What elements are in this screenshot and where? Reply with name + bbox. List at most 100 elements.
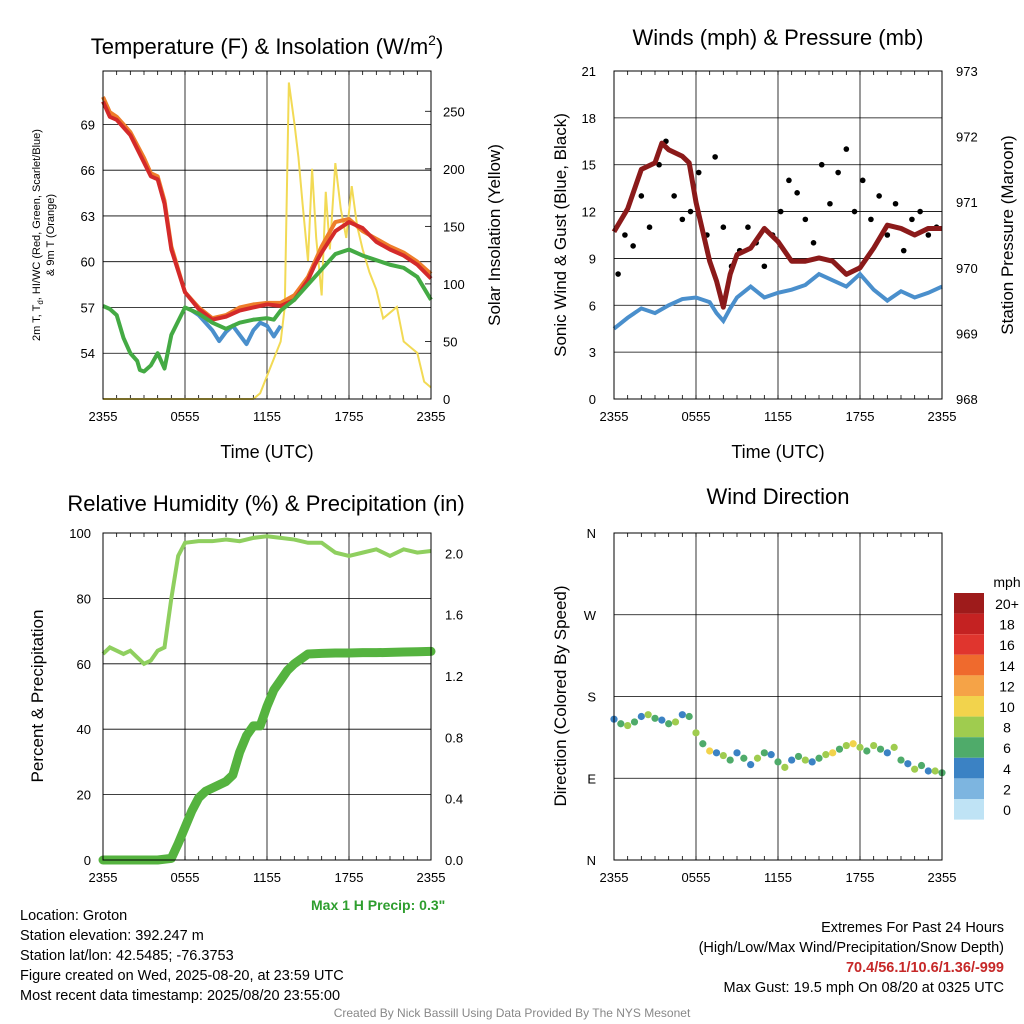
winds-panel: Winds (mph) & Pressure (mb) Time (UTC) S… xyxy=(551,25,1017,462)
y2-tick-label: 0.8 xyxy=(445,730,463,745)
x-tick-label: 2355 xyxy=(89,870,118,885)
x-tick-label: 1155 xyxy=(764,870,792,885)
y2-tick-label: 0.4 xyxy=(445,792,463,807)
gust-point xyxy=(827,200,833,207)
y2-tick-label: 972 xyxy=(956,130,978,145)
direction-point xyxy=(815,754,823,762)
y-tick-label: 60 xyxy=(81,255,95,270)
humidity-panel: Relative Humidity (%) & Precipitation (i… xyxy=(28,491,465,885)
y2-tick-label: 971 xyxy=(956,195,978,210)
colorbar-label: 0 xyxy=(1003,802,1011,818)
y-tick-label: N xyxy=(587,853,596,868)
x-tick-label: 1755 xyxy=(335,409,364,424)
gust-point xyxy=(884,232,891,238)
y2-tick-label: 250 xyxy=(443,104,465,119)
gust-point xyxy=(712,154,718,160)
gust-point xyxy=(868,216,874,223)
precip-line xyxy=(98,646,436,865)
gust-point xyxy=(925,232,932,238)
y2-tick-label: 2.0 xyxy=(445,546,463,561)
direction-point xyxy=(835,745,844,753)
wind-direction-panel: Wind Direction Direction (Colored By Spe… xyxy=(551,484,1021,885)
insolation-ylabel: Solar Insolation (Yellow) xyxy=(485,144,504,326)
y2-tick-label: 50 xyxy=(443,334,457,349)
direction-point xyxy=(829,749,837,757)
x-tick-label: 2355 xyxy=(417,409,446,424)
plot-frame xyxy=(102,532,432,861)
humidity-line xyxy=(101,534,432,667)
recent-data-text: Most recent data timestamp: 2025/08/20 2… xyxy=(20,988,341,1004)
direction-point xyxy=(624,721,632,730)
x-tick-label: 2355 xyxy=(417,870,446,885)
gust-point xyxy=(646,224,653,230)
extremes-title: Extremes For Past 24 Hours xyxy=(821,920,1004,936)
y-tick-label: N xyxy=(587,526,596,541)
direction-point xyxy=(699,740,707,748)
created-text: Figure created on Wed, 2025-08-20, at 23… xyxy=(20,968,344,984)
direction-point xyxy=(747,761,755,769)
x-tick-label: 2355 xyxy=(600,409,629,424)
direction-point xyxy=(665,720,673,728)
y2-tick-label: 0.0 xyxy=(445,853,463,868)
colorbar-swatch xyxy=(954,696,984,717)
temperature-ylabel: 2m T, Td, HI/WC (Red, Green, Scarlet/Blu… xyxy=(31,129,45,341)
direction-point xyxy=(931,767,939,775)
y-tick-label: 3 xyxy=(589,345,596,360)
y-tick-label: 21 xyxy=(582,64,596,79)
colorbar-swatch xyxy=(954,799,984,820)
extremes-info: Extremes For Past 24 Hours (High/Low/Max… xyxy=(699,918,1004,998)
x-tick-label: 2355 xyxy=(928,409,957,424)
direction-point xyxy=(849,740,857,748)
plot-frame xyxy=(102,70,432,400)
x-tick-label: 2355 xyxy=(600,870,629,885)
y-tick-label: W xyxy=(584,608,597,623)
direction-point xyxy=(671,718,680,726)
x-tick-label: 1155 xyxy=(764,409,792,424)
colorbar-label: 18 xyxy=(999,617,1015,633)
x-tick-label: 0555 xyxy=(682,870,711,885)
y-tick-label: S xyxy=(587,690,596,705)
direction-point xyxy=(658,716,666,724)
direction-point xyxy=(794,752,803,761)
colorbar-swatch xyxy=(954,716,984,738)
y-tick-label: 6 xyxy=(589,298,596,313)
y-tick-label: 60 xyxy=(77,657,91,672)
direction-point xyxy=(904,760,912,768)
temperature-series-line xyxy=(102,247,433,374)
winds-xlabel: Time (UTC) xyxy=(731,442,824,462)
gust-point xyxy=(777,208,784,215)
gust-point xyxy=(876,193,882,199)
gust-point xyxy=(695,169,702,176)
colorbar-label: 12 xyxy=(999,678,1015,694)
gust-point xyxy=(630,243,636,249)
direction-point xyxy=(644,711,652,719)
temperature-ylabel-line2: & 9m T (Orange) xyxy=(45,194,57,276)
direction-point xyxy=(870,741,878,750)
gust-point xyxy=(794,190,800,196)
colorbar-title: mph xyxy=(993,574,1020,590)
gust-point xyxy=(786,177,792,184)
direction-point xyxy=(753,754,762,762)
gust-point xyxy=(917,208,923,215)
temperature-panel: Temperature (F) & Insolation (W/m2) Time… xyxy=(31,32,504,462)
colorbar-swatch xyxy=(954,654,984,676)
colorbar-label: 10 xyxy=(999,699,1015,715)
max-gust-text: Max Gust: 19.5 mph On 08/20 at 0325 UTC xyxy=(723,980,1004,996)
y-tick-label: 66 xyxy=(81,163,95,178)
colorbar-swatch xyxy=(954,675,984,696)
gust-point xyxy=(909,216,915,223)
direction-point xyxy=(685,712,693,721)
direction-point xyxy=(842,741,850,750)
temperature-title: Temperature (F) & Insolation (W/m2) xyxy=(91,32,444,59)
colorbar-label: 8 xyxy=(1003,720,1011,736)
direction-point xyxy=(801,756,809,764)
y-tick-label: 9 xyxy=(589,251,596,266)
direction-point xyxy=(822,751,830,759)
y2-tick-label: 973 xyxy=(956,64,978,79)
direction-point xyxy=(774,758,782,766)
y2-tick-label: 200 xyxy=(443,162,465,177)
colorbar-swatch xyxy=(954,613,984,635)
direction-point xyxy=(808,758,816,766)
y-tick-label: 0 xyxy=(589,392,596,407)
